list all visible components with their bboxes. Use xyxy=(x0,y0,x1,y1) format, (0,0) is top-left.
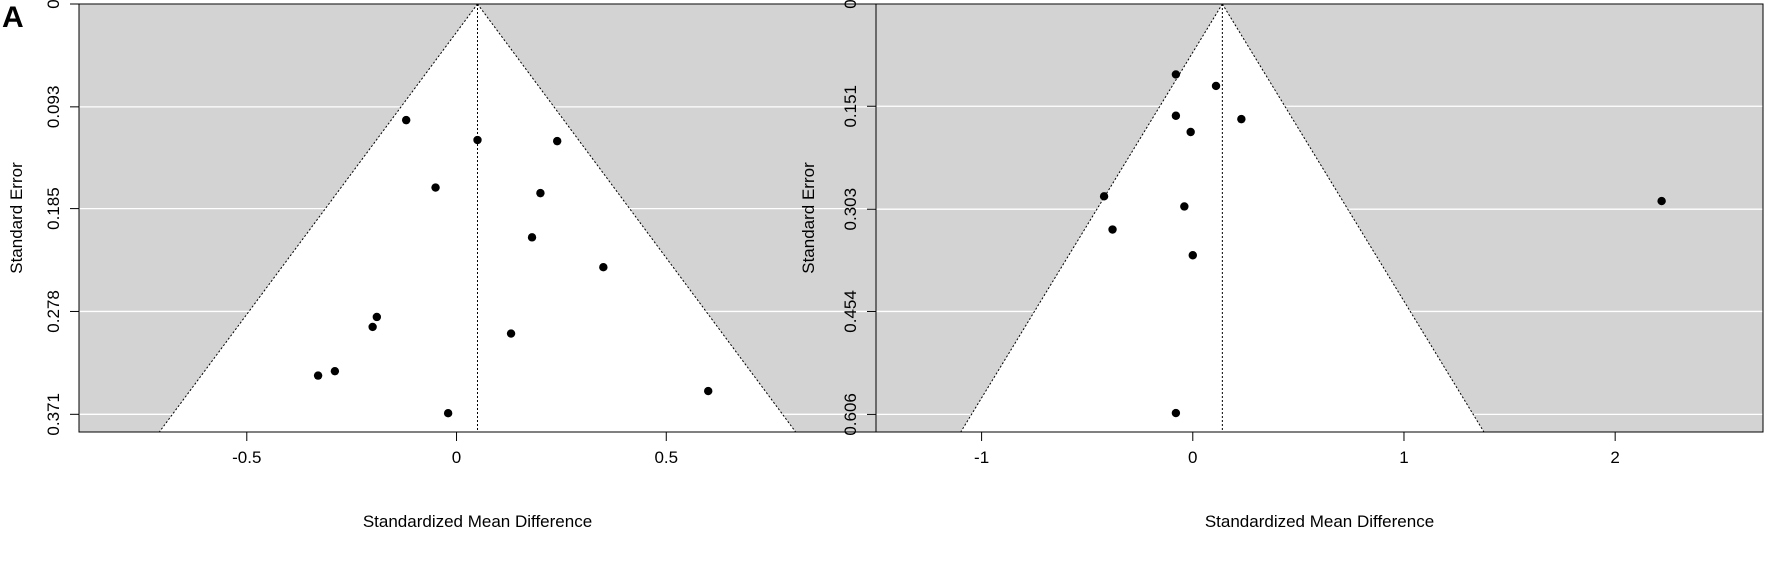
funnel-plot-panel-b: -1 0 1 2 0 0.151 0.303 0.454 0.606 Standardized M… xyxy=(799,0,1764,531)
data-point xyxy=(1108,225,1117,234)
plot-frame xyxy=(875,3,1764,433)
data-point xyxy=(473,135,482,145)
data-point xyxy=(527,233,537,242)
y-tick-label: 0.454 xyxy=(841,290,860,333)
data-point xyxy=(1211,81,1221,91)
y-tick-label: 0 xyxy=(44,0,63,9)
funnel-region xyxy=(960,4,1484,432)
data-point xyxy=(313,371,323,380)
y-tick-label: 0.093 xyxy=(44,86,63,129)
funnel-edge-right xyxy=(477,3,797,433)
data-point xyxy=(1186,127,1195,137)
funnel-plot-panel-a: -0.5 0 0.5 0 0.093 0.185 0.278 0.371 Standardize… xyxy=(7,0,877,531)
data-point xyxy=(553,136,562,146)
funnel-region xyxy=(159,4,796,432)
y-tick-label: 0.606 xyxy=(841,393,860,436)
x-tick-label: 2 xyxy=(1610,448,1619,467)
y-tick-label: 0.303 xyxy=(841,188,860,231)
data-point xyxy=(401,115,411,125)
data-point xyxy=(1237,114,1246,124)
y-axis-title: Standard Error xyxy=(799,162,818,274)
data-point xyxy=(536,188,545,198)
y-tick-label: 0.278 xyxy=(44,290,63,333)
data-point xyxy=(443,408,453,418)
data-point xyxy=(372,312,382,322)
data-point xyxy=(1171,70,1181,79)
data-point xyxy=(1188,251,1197,260)
x-tick-label: -1 xyxy=(974,448,989,467)
x-tick-label: 0.5 xyxy=(654,448,678,467)
x-axis-title: Standardized Mean Difference xyxy=(1205,512,1434,531)
data-point xyxy=(330,366,340,376)
funnel-edge-left xyxy=(158,3,478,433)
y-tick-label: 0 xyxy=(841,0,860,9)
data-point xyxy=(431,183,440,192)
y-tick-label: 0.371 xyxy=(44,393,63,436)
y-tick-label: 0.151 xyxy=(841,85,860,128)
data-point xyxy=(704,386,713,396)
data-point xyxy=(1657,196,1666,206)
x-axis-title: Standardized Mean Difference xyxy=(363,512,592,531)
data-point xyxy=(599,263,608,272)
y-tick-label: 0.185 xyxy=(44,187,63,230)
data-point xyxy=(368,322,377,332)
x-tick-label: 0 xyxy=(1188,448,1197,467)
panel-label-a: A xyxy=(2,1,24,34)
data-point xyxy=(506,329,516,338)
data-point xyxy=(1099,192,1109,201)
data-point xyxy=(1171,111,1181,120)
x-tick-label: 1 xyxy=(1399,448,1408,467)
x-tick-label: -0.5 xyxy=(232,448,261,467)
data-point xyxy=(1180,202,1189,211)
y-axis-title: Standard Error xyxy=(7,162,26,274)
data-point xyxy=(1171,408,1181,418)
x-tick-label: 0 xyxy=(452,448,461,467)
